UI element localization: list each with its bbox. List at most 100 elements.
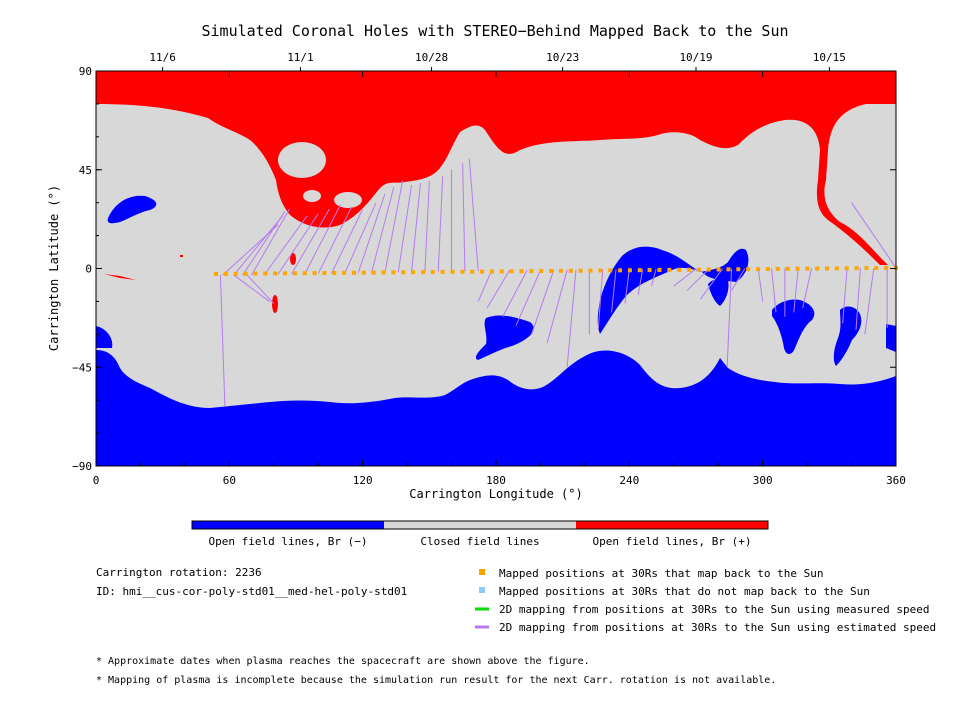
mapped-point bbox=[440, 269, 445, 274]
x-tick-label: 360 bbox=[886, 474, 906, 487]
mapping-line bbox=[331, 209, 364, 274]
mapped-point bbox=[756, 267, 761, 272]
mapped-point bbox=[608, 268, 613, 273]
mapped-point bbox=[381, 270, 386, 275]
mapped-point bbox=[509, 269, 514, 274]
date-tick-label: 11/6 bbox=[149, 51, 176, 64]
mapped-point bbox=[361, 270, 366, 275]
mapped-point bbox=[568, 268, 573, 273]
mapped-point bbox=[588, 268, 593, 273]
date-tick-label: 10/15 bbox=[813, 51, 846, 64]
mapping-line bbox=[411, 182, 421, 273]
mapped-point bbox=[647, 268, 652, 273]
mapping-line bbox=[686, 268, 710, 291]
colorbar-frame bbox=[191, 520, 769, 530]
mapped-point bbox=[450, 269, 455, 274]
mapped-point bbox=[371, 270, 376, 275]
mapped-point bbox=[499, 269, 504, 274]
mapping-line bbox=[726, 268, 733, 368]
colorbar-label: Closed field lines bbox=[420, 535, 539, 548]
mapping-line bbox=[546, 269, 568, 344]
mapped-point bbox=[214, 271, 218, 276]
mapping-line bbox=[651, 269, 657, 287]
x-axis: 0 60 120 180 240 300 360 bbox=[93, 71, 906, 487]
mapping-line bbox=[731, 268, 746, 291]
mapping-line bbox=[597, 269, 604, 330]
y-tick-label: 90 bbox=[79, 65, 92, 78]
mapping-line bbox=[855, 268, 861, 330]
mapped-point bbox=[420, 270, 425, 275]
x-tick-label: 0 bbox=[93, 474, 100, 487]
mapping-line bbox=[624, 269, 630, 304]
mapping-line bbox=[771, 268, 777, 313]
negative-patch bbox=[772, 299, 815, 354]
mapping-line bbox=[673, 268, 697, 287]
mapping-line bbox=[242, 211, 286, 276]
mapping-line bbox=[277, 213, 319, 275]
x-tick-label: 120 bbox=[353, 474, 373, 487]
mapping-line bbox=[502, 270, 528, 318]
carrington-rotation: Carrington rotation: 2236 bbox=[96, 566, 262, 579]
negative-patch bbox=[886, 324, 896, 352]
mapped-point bbox=[282, 271, 287, 276]
mapping-line bbox=[864, 267, 875, 335]
mapped-point bbox=[716, 267, 721, 272]
negative-patch bbox=[833, 306, 862, 366]
x-tick-label: 240 bbox=[619, 474, 639, 487]
date-tick-label: 10/19 bbox=[679, 51, 712, 64]
mapped-point bbox=[489, 269, 494, 274]
mapped-point bbox=[874, 266, 879, 271]
mapped-point bbox=[706, 267, 711, 272]
mapped-point bbox=[805, 266, 810, 271]
positive-spot bbox=[290, 253, 296, 265]
mapping-line bbox=[437, 176, 444, 272]
y-axis-label: Carrington Latitude (°) bbox=[47, 185, 61, 351]
mapped-point bbox=[351, 270, 356, 275]
legend-label: Mapped positions at 30Rs that do not map… bbox=[499, 585, 870, 598]
mapped-point bbox=[775, 266, 780, 271]
mapped-point bbox=[539, 269, 544, 274]
mapped-point bbox=[411, 270, 416, 275]
mapped-point bbox=[223, 271, 228, 276]
mapped-point bbox=[765, 266, 770, 271]
x-tick-label: 300 bbox=[753, 474, 773, 487]
mapping-lines bbox=[219, 158, 897, 407]
mapped-point bbox=[253, 271, 258, 276]
mapped-point bbox=[746, 267, 751, 272]
mapped-point bbox=[401, 270, 406, 275]
date-tick-label: 10/23 bbox=[546, 51, 579, 64]
mapped-point bbox=[637, 268, 642, 273]
mapping-line bbox=[468, 158, 479, 271]
mapped-point bbox=[667, 267, 672, 272]
negative-patch bbox=[708, 277, 729, 306]
mapping-line bbox=[793, 268, 799, 313]
top-date-axis: 11/6 11/1 10/28 10/23 10/19 10/15 bbox=[149, 51, 846, 71]
mapping-line bbox=[477, 270, 493, 302]
mapped-point bbox=[657, 267, 662, 272]
closed-island bbox=[278, 142, 326, 178]
mapping-line bbox=[251, 209, 290, 276]
mapped-point bbox=[332, 270, 337, 275]
colorbar: Open field lines, Br (−) Closed field lin… bbox=[191, 520, 769, 548]
note-dates: * Approximate dates when plasma reaches … bbox=[96, 656, 590, 667]
legend-label: Mapped positions at 30Rs that map back t… bbox=[499, 567, 824, 580]
mapped-point bbox=[480, 269, 485, 274]
legend: Mapped positions at 30Rs that map back t… bbox=[475, 567, 936, 634]
mapped-point bbox=[618, 268, 623, 273]
mapped-point bbox=[578, 268, 583, 273]
mapped-point bbox=[677, 267, 682, 272]
mapping-line bbox=[515, 270, 541, 326]
y-tick-label: 45 bbox=[79, 164, 92, 177]
colorbar-segment bbox=[384, 521, 576, 529]
mapped-point bbox=[233, 271, 238, 276]
legend-label: 2D mapping from positions at 30Rs to the… bbox=[499, 603, 929, 616]
mapped-point bbox=[785, 266, 790, 271]
mapping-line bbox=[371, 187, 395, 273]
mapping-line bbox=[264, 215, 308, 275]
mapped-points bbox=[214, 265, 898, 276]
y-tick-label: 0 bbox=[85, 263, 92, 276]
legend-marker bbox=[479, 587, 485, 593]
mapped-point bbox=[263, 271, 268, 276]
mapped-point bbox=[854, 266, 859, 271]
